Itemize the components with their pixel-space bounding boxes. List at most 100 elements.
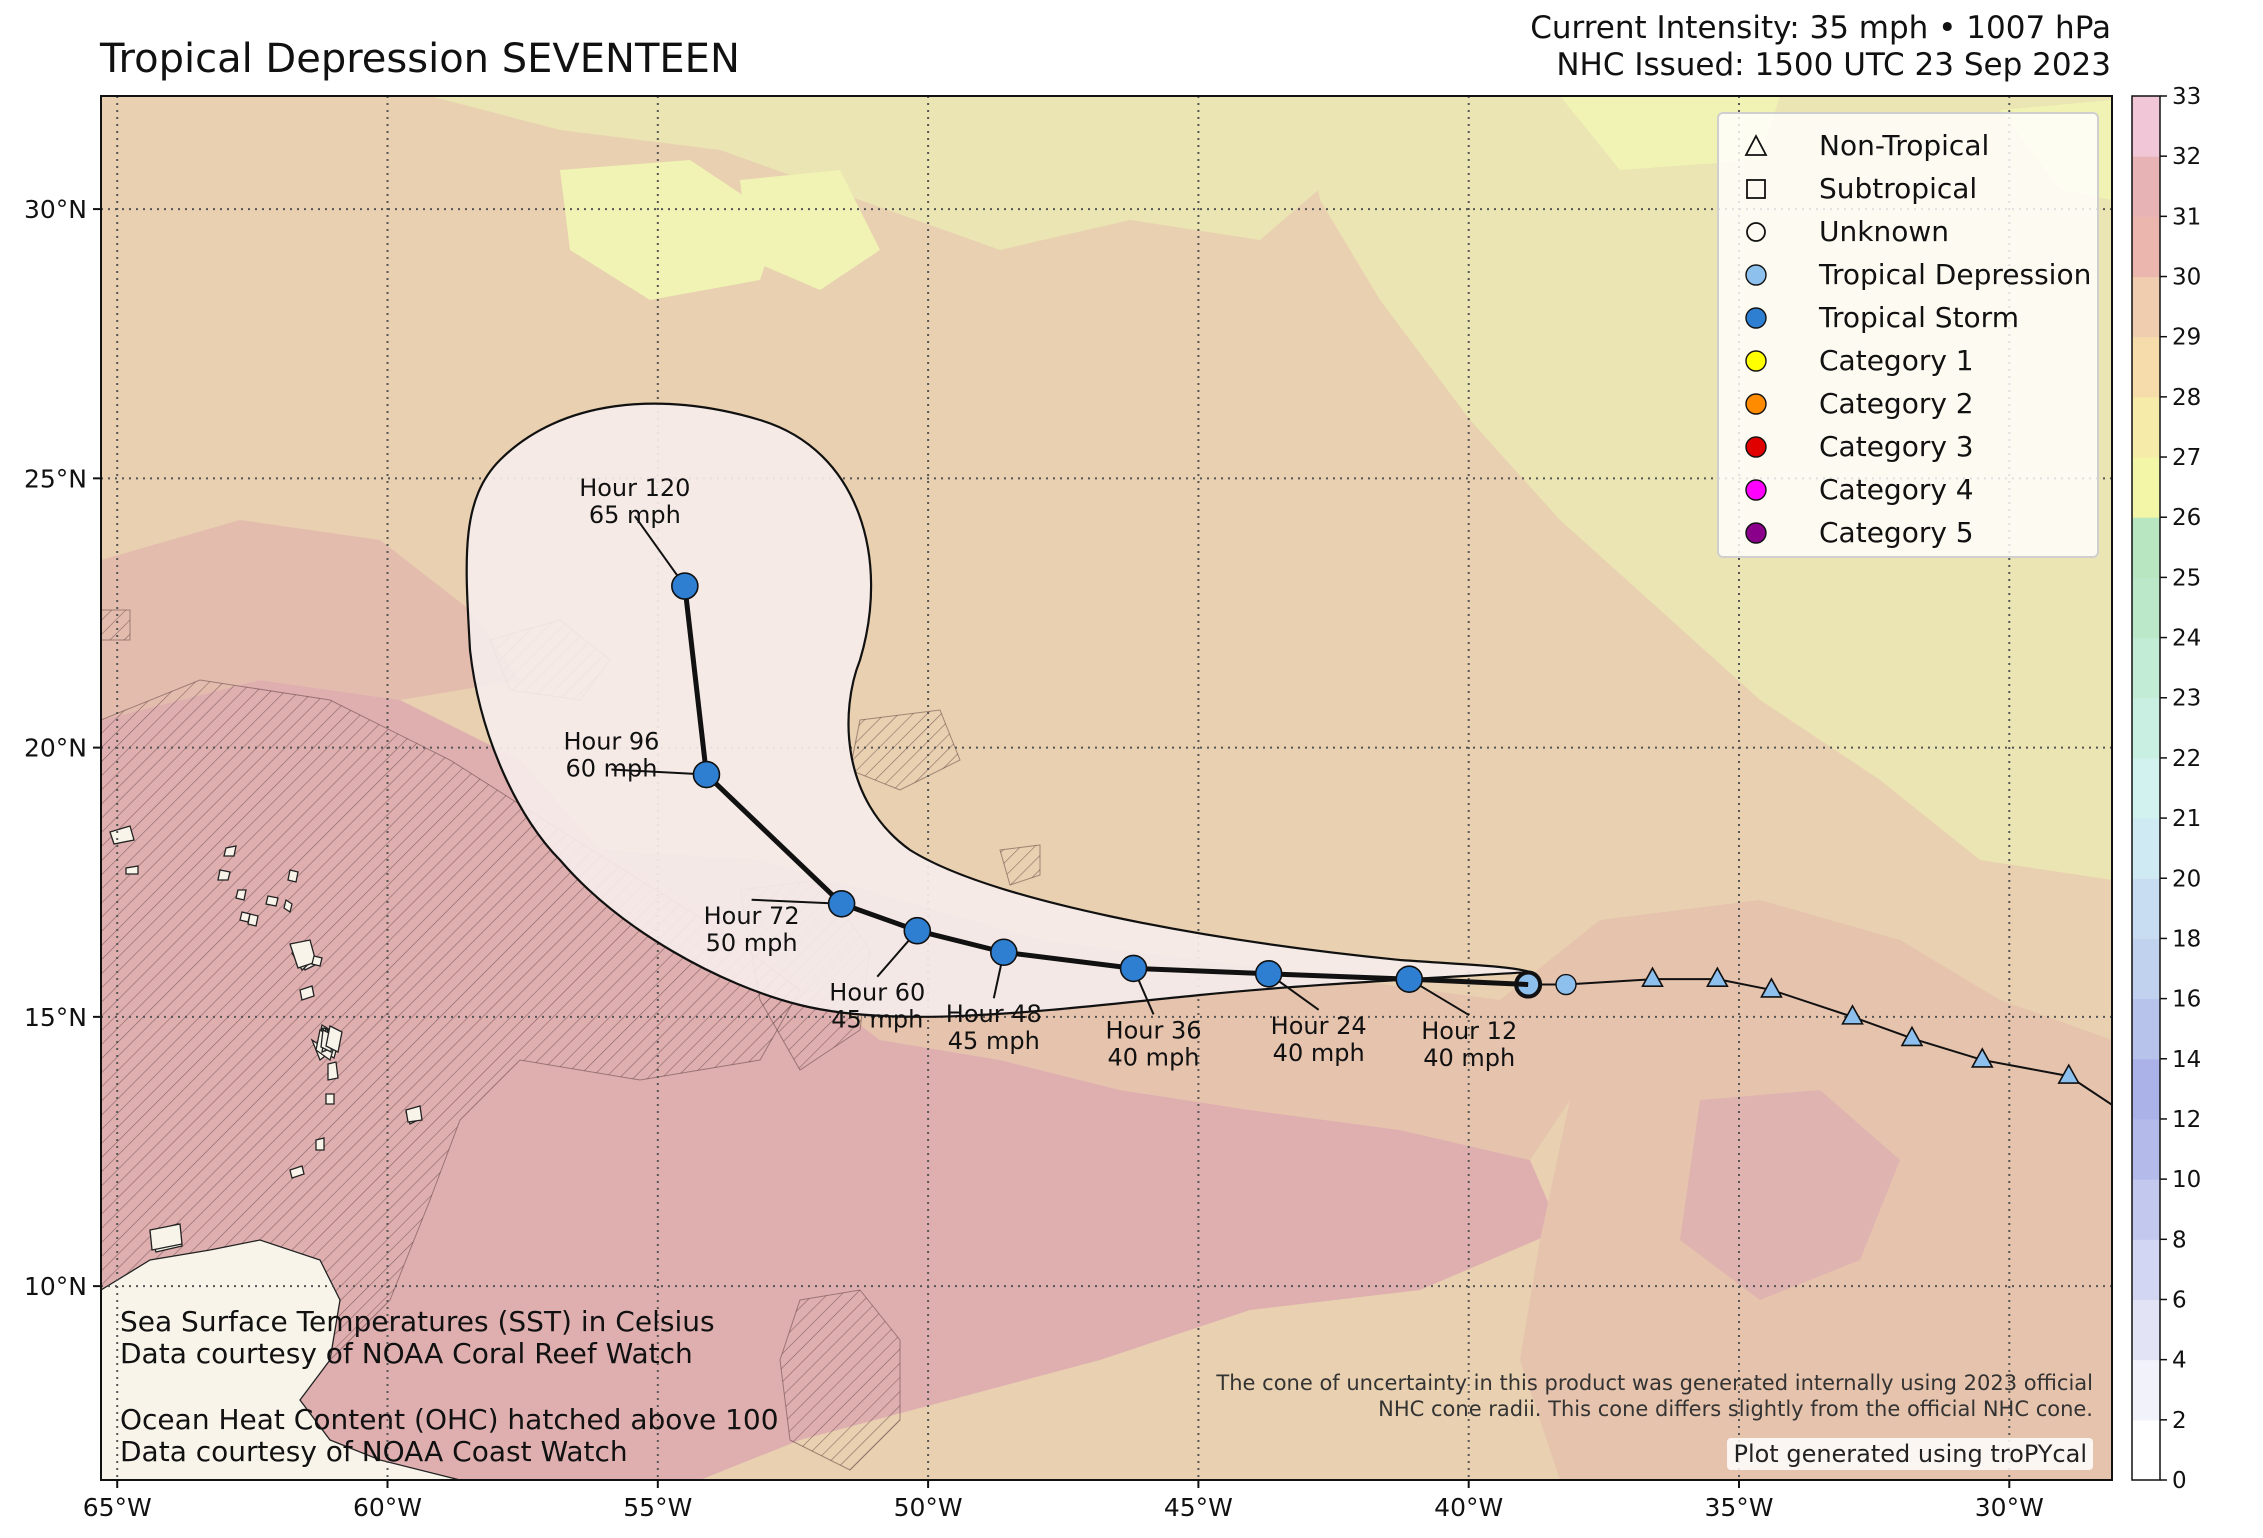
legend-item: Category 4: [1719, 470, 2097, 513]
colorbar-segment: [2132, 276, 2160, 338]
colorbar-label: 14: [2172, 1047, 2201, 1073]
forecast-wind-label: 45 mph: [948, 1027, 1040, 1055]
forecast-point: [1395, 965, 1424, 993]
colorbar-segment: [2132, 577, 2160, 639]
credit-label: Plot generated using troPYcal: [1727, 1438, 2093, 1470]
colorbar-label: 30: [2172, 265, 2201, 291]
ohc-note-line1: Ocean Heat Content (OHC) hatched above 1…: [120, 1403, 779, 1436]
colorbar-segment: [2132, 1179, 2160, 1240]
colorbar-segment: [2132, 878, 2160, 939]
colorbar-segment: [2132, 697, 2160, 759]
forecast-point: [1254, 959, 1283, 988]
colorbar-label: 16: [2172, 987, 2201, 1013]
colorbar-segment: [2132, 757, 2160, 819]
colorbar-label: 8: [2172, 1227, 2187, 1253]
forecast-leader-line: [634, 515, 686, 587]
forecast-point: [1119, 954, 1148, 983]
land-island-tobago: [289, 1165, 305, 1179]
circle-marker-icon: [1745, 350, 1767, 372]
sst-region-warm-mid: [101, 520, 520, 720]
colorbar-segment: [2132, 216, 2160, 278]
colorbar-segment: [2132, 336, 2160, 398]
colorbar-segment: [2132, 517, 2160, 578]
lon-tick-label: 55°W: [623, 1493, 692, 1522]
land-island-leeward-9: [325, 1025, 343, 1053]
colorbar-label: 33: [2172, 84, 2201, 110]
circle-marker-icon: [1745, 479, 1767, 501]
legend-item: Category 1: [1719, 341, 2097, 384]
cone-of-uncertainty: [465, 402, 1531, 1018]
colorbar-segment: [2132, 938, 2160, 1000]
colorbar-segment: [2132, 1239, 2160, 1300]
legend-item-label: Category 4: [1819, 473, 1974, 506]
sst-note: Sea Surface Temperatures (SST) in Celsiu…: [120, 1306, 715, 1370]
triangle-marker-icon: [1744, 134, 1768, 156]
axis-labels: 65°W 60°W 55°W 50°W 45°W 40°W 35°W 30°W 10°N 15°N…: [24, 195, 2044, 1522]
forecast-wind-label: 65 mph: [589, 501, 681, 529]
lon-tick-label: 50°W: [894, 1493, 963, 1522]
forecast-wind-label: 50 mph: [706, 929, 798, 957]
legend-item: Category 3: [1719, 427, 2097, 470]
colorbar-label: 32: [2172, 144, 2201, 170]
forecast-hour-label: Hour 36: [1106, 1016, 1202, 1044]
lon-tick-label: 45°W: [1164, 1493, 1233, 1522]
lon-tick-label: 35°W: [1704, 1493, 1773, 1522]
land-island-nevis: [287, 869, 299, 883]
colorbar-segment: [2132, 1058, 2160, 1120]
circle-marker-icon: [1745, 393, 1767, 415]
legend-item-label: Category 5: [1819, 516, 1974, 549]
past-track: [1514, 966, 2112, 1107]
legend-item: Subtropical: [1719, 169, 2097, 212]
colorbar-label: 25: [2172, 565, 2201, 591]
land-island-antigua: [223, 845, 237, 857]
colorbar-label: 6: [2172, 1287, 2187, 1313]
lat-tick-label: 25°N: [24, 464, 87, 493]
sst-region-hot-east: [1680, 1090, 1900, 1300]
circle-marker-icon: [1745, 436, 1767, 458]
ohc-note-line2: Data courtesy of NOAA Coast Watch: [120, 1435, 628, 1468]
forecast-leader-line: [611, 768, 707, 776]
sst-note-line2: Data courtesy of NOAA Coral Reef Watch: [120, 1337, 693, 1370]
forecast-point: [903, 916, 932, 945]
circle-marker-icon: [1745, 264, 1767, 286]
colorbar-segment: [2132, 396, 2160, 458]
legend-item: Category 2: [1719, 384, 2097, 427]
forecast-wind-label: 40 mph: [1423, 1044, 1515, 1072]
cone-disclaimer: The cone of uncertainty in this product …: [1216, 1370, 2093, 1422]
forecast-point: [827, 889, 856, 918]
ohc-hatch-west-edge: [101, 609, 131, 641]
colorbar-segment: [2132, 637, 2160, 699]
colorbar-label: 0: [2172, 1468, 2187, 1494]
circle-marker-icon: [1745, 522, 1767, 544]
storm-title: Tropical Depression SEVENTEEN: [100, 36, 740, 82]
lon-tick-label: 60°W: [353, 1493, 422, 1522]
circle-marker-icon: [1746, 222, 1766, 242]
colorbar-label: 22: [2172, 746, 2201, 772]
land-island-leeward-1: [109, 825, 135, 845]
sst-region-yellow-3: [740, 170, 880, 290]
legend-item: Unknown: [1719, 212, 2097, 255]
land-island-stlucia: [327, 1061, 339, 1081]
land-island-leeward-4: [247, 913, 259, 927]
legend-item-label: Category 2: [1819, 387, 1974, 420]
past-track-point: [1706, 966, 1729, 987]
colorbar-label: 21: [2172, 806, 2201, 832]
forecast-hour-label: Hour 12: [1421, 1017, 1517, 1045]
land-island-leeward-8: [299, 985, 315, 1001]
forecast-leader-line: [751, 898, 842, 905]
colorbar-label: 10: [2172, 1167, 2201, 1193]
land-island-leeward-5: [283, 898, 293, 914]
legend-item-label: Unknown: [1819, 215, 1949, 248]
past-track-point: [1841, 1004, 1864, 1025]
past-track-point: [1900, 1025, 1924, 1047]
forecast-hour-label: Hour 72: [704, 902, 800, 930]
land-island-grenada: [315, 1137, 325, 1151]
past-track-point: [1970, 1047, 1994, 1068]
land-island-stvincent: [325, 1093, 335, 1105]
colorbar-label: 29: [2172, 325, 2201, 351]
past-track-point: [2057, 1063, 2081, 1084]
land-island-leeward-10: [405, 1105, 423, 1123]
legend-item-label: Non-Tropical: [1819, 129, 1990, 162]
